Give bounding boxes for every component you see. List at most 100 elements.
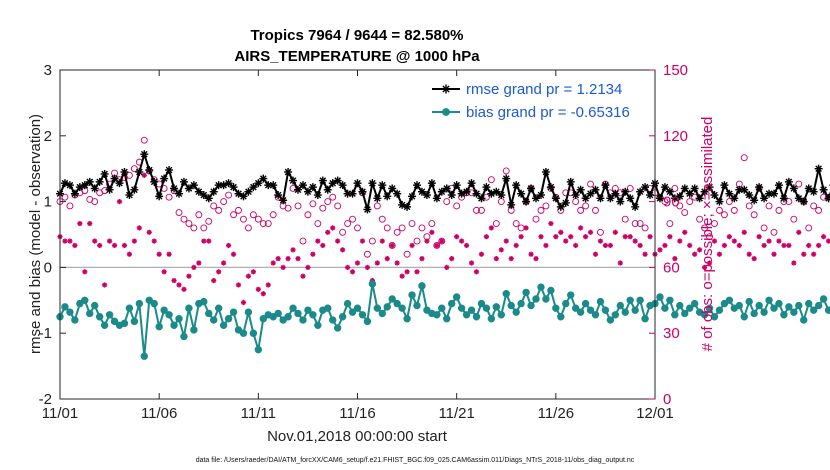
bias-point [214,304,223,312]
assimilated-obs-point [726,234,732,240]
possible-obs-point [428,220,436,227]
bias-point [433,311,441,319]
assimilated-obs-point [260,291,266,297]
assimilated-obs-point [513,242,519,249]
bias-point [626,296,634,304]
assimilated-obs-point [468,260,475,266]
assimilated-obs-point [161,269,167,275]
possible-obs-point [215,206,223,214]
assimilated-obs-point [136,225,142,231]
legend-rmse-marker [441,84,451,94]
rmse-point [581,194,590,203]
assimilated-obs-point [310,251,316,257]
assimilated-obs-point [176,282,182,288]
possible-obs-point [666,220,674,227]
assimilated-obs-point [429,229,435,235]
bias-point [66,308,74,316]
assimilated-obs-point [216,269,222,275]
rmse-point [323,185,332,194]
assimilated-obs-point [503,238,509,244]
bias-point [656,293,664,301]
bias-point [373,304,382,312]
possible-obs-point [691,193,699,201]
rmse-point [546,183,555,192]
assimilated-obs-series [57,172,830,306]
rmse-point [720,181,729,190]
bias-point [418,282,426,290]
bias-point [745,297,753,306]
possible-obs-point [681,209,689,217]
assimilated-obs-point [761,242,767,249]
possible-obs-point [254,215,262,223]
bias-point [219,321,228,330]
possible-obs-point [344,220,352,227]
bias-point [448,299,456,308]
x-tick-label: 11/26 [538,405,574,422]
assimilated-obs-point [592,251,599,257]
assimilated-obs-point [255,286,261,292]
rmse-point [799,197,808,206]
assimilated-obs-point [131,238,137,244]
rmse-point [779,194,788,203]
assimilated-obs-point [240,299,247,306]
rmse-point [204,194,213,203]
bias-point [314,321,322,330]
bias-point [636,296,644,304]
bias-point [145,296,153,304]
rmse-point [814,164,823,173]
assimilated-obs-point [553,234,559,240]
assimilated-obs-point [687,242,693,249]
assimilated-obs-point [632,238,638,244]
assimilated-obs-point [320,242,326,249]
bias-point [353,304,362,312]
rmse-point [135,167,144,176]
bias-point [611,311,620,319]
possible-obs-point [378,215,386,223]
rmse-point [532,194,540,203]
rmse-point [536,191,545,200]
y2-tick-label: 60 [663,259,680,276]
rmse-point [641,183,650,192]
assimilated-obs-point [563,238,569,244]
rmse-point [90,184,99,193]
assimilated-obs-point [211,277,217,284]
assimilated-obs-point [781,242,787,249]
rmse-point [740,185,749,194]
rmse-point [437,187,446,196]
bias-point [423,306,431,314]
bias-point [343,299,352,308]
assimilated-obs-point [106,238,113,244]
assimilated-obs-point [791,260,797,266]
rmse-point [487,189,496,198]
possible-obs-point [349,215,356,223]
possible-obs-point [91,198,99,206]
bias-point [621,308,629,316]
rmse-point [447,191,456,200]
assimilated-obs-point [156,251,162,257]
rmse-point [601,181,610,190]
rmse-point [140,150,149,159]
assimilated-obs-point [295,256,301,262]
bias-point [562,299,570,308]
rmse-point [432,194,441,203]
y-axis-right: 0 30 60 90 120 150 [649,62,688,408]
assimilated-obs-point [642,251,648,257]
rmse-point [690,184,699,193]
possible-obs-point [676,202,684,210]
bias-point [205,309,213,318]
bias-point [165,311,173,319]
bias-point [700,311,709,319]
possible-obs-point [284,204,292,212]
bias-point [249,329,258,337]
possible-obs-point [299,237,307,245]
y2-tick-label: 90 [663,194,680,211]
rmse-point [616,197,625,206]
bias-point [269,313,277,321]
possible-obs-point [502,167,510,175]
bias-point [467,306,476,314]
rmse-point [80,181,89,190]
assimilated-obs-point [126,251,133,257]
rmse-point [551,194,560,203]
assimilated-obs-point [116,199,123,205]
